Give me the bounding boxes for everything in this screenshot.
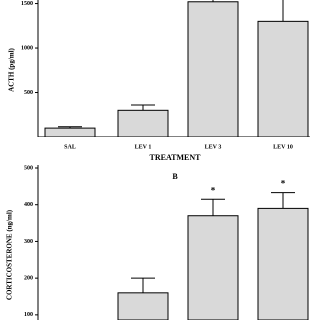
x-tick-label: LEV 1 <box>135 144 152 150</box>
x-axis-label: TREATMENT <box>150 153 202 162</box>
x-tick-label: LEV 3 <box>205 144 222 150</box>
bar <box>187 1 239 137</box>
y-tick-label: 300 <box>24 239 33 245</box>
y-axis-label: ACTH (pg/ml) <box>8 47 16 91</box>
bar <box>257 207 309 320</box>
significance-mark: * <box>211 185 216 195</box>
significance-mark: * <box>281 179 286 189</box>
bar <box>257 20 309 137</box>
bar <box>44 127 96 137</box>
y-tick-label: 500 <box>24 165 33 171</box>
y-tick-label: 1000 <box>21 45 33 51</box>
y-tick-label: 1500 <box>21 1 33 7</box>
bar <box>187 215 239 320</box>
panel-label: B <box>172 172 178 181</box>
x-tick-label: SAL <box>64 144 76 150</box>
y-tick-label: 200 <box>24 276 33 282</box>
bar <box>117 292 169 320</box>
y-axis-label: CORTICOSTERONE (ng/ml) <box>6 209 14 300</box>
y-tick-label: 400 <box>24 202 33 208</box>
y-tick-label: 100 <box>24 312 33 318</box>
bar <box>117 109 169 137</box>
y-tick-label: 500 <box>24 90 33 96</box>
x-tick-label: LEV 10 <box>273 144 293 150</box>
plot: 100 200 300 400 500 <box>24 165 309 320</box>
plot: 500 1000 1500 <box>21 0 310 137</box>
